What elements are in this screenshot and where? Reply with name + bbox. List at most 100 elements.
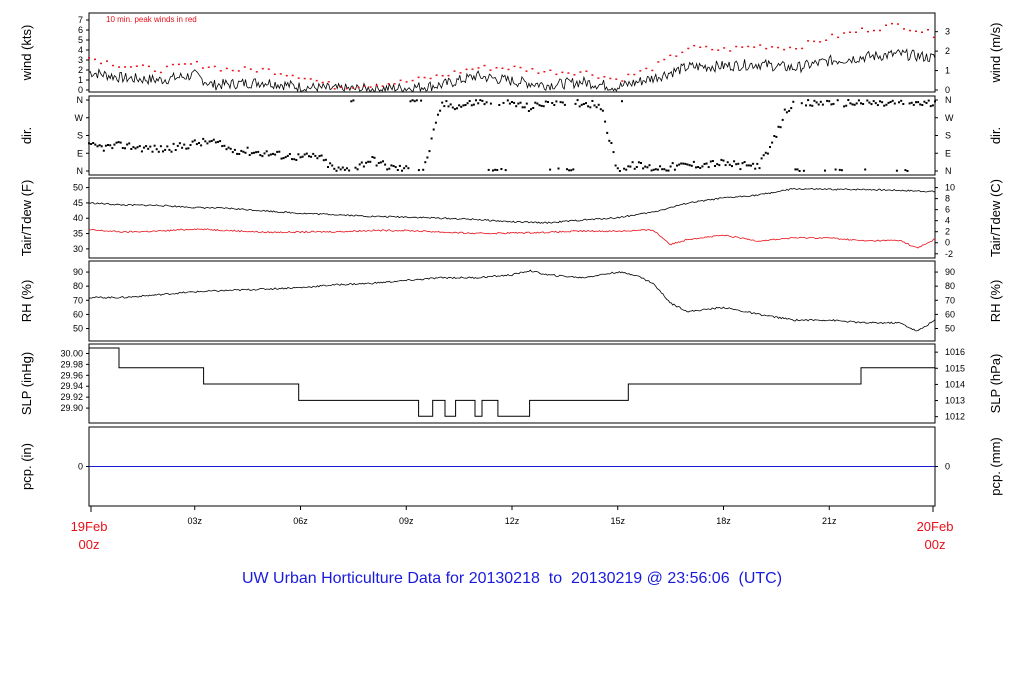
series-dir-0-dot [350,100,353,103]
series-dir-0-dot [743,161,746,163]
left-tick-label-pcp: 0 [78,462,83,472]
series-dir-0-dot [94,143,97,146]
series-dir-0-dot [682,162,685,165]
series-dir-0-dot [898,101,900,104]
series-wind-1-dot [459,72,462,74]
series-wind-1-dot [399,79,402,82]
series-dir-0-dot [927,99,930,102]
right-tick-label-temp: 8 [945,194,950,204]
series-dir-0-dot [253,151,255,154]
series-dir-0-dot [426,156,429,159]
series-wind-1-dot [795,48,798,50]
series-dir-0-dot [318,155,321,158]
left-axis-label-temp: Tair/Tdew (F) [19,180,34,257]
left-tick-label-wind: 4 [78,45,83,55]
series-dir-0-dot [752,162,755,165]
series-dir-0-dot [314,154,317,157]
series-dir-0-dot [580,103,583,106]
series-dir-0-dot [212,138,215,141]
series-dir-0-dot [286,154,289,157]
left-tick-label-rh: 60 [73,309,83,319]
series-dir-0-dot [221,145,224,148]
series-dir-0-dot [925,102,928,104]
series-dir-0-dot [447,105,450,108]
series-dir-0-dot [695,166,697,169]
series-dir-0-dot [673,168,676,171]
series-dir-0-dot [923,100,926,103]
series-wind-1-dot [411,79,414,82]
series-wind-1-dot [309,78,312,80]
series-wind-1-dot [543,71,546,73]
right-tick-label-rh: 70 [945,295,955,305]
series-slp-0-step [89,347,935,417]
series-dir-0-dot [515,105,518,108]
series-dir-0-dot [766,152,769,155]
left-tick-label-slp: 30.00 [60,348,83,358]
series-dir-0-dot [428,150,431,153]
series-dir-0-dot [437,113,439,116]
series-wind-1-dot [243,66,246,68]
series-wind-1-dot [747,45,750,48]
series-dir-0-dot [830,103,833,106]
series-dir-0-dot [597,103,600,106]
series-dir-0-dot [824,169,826,172]
series-dir-0-dot [610,142,613,144]
x-tick-label: 06z [293,516,308,526]
right-tick-label-dir: S [945,131,951,141]
series-wind-1-dot [315,79,318,82]
series-wind-1-dot [603,76,606,78]
series-wind-1-dot [741,46,744,48]
series-dir-0-dot [701,165,704,168]
series-dir-0-dot [656,168,659,171]
right-axis-label-dir: dir. [988,127,1003,144]
series-dir-0-dot [508,102,511,105]
series-dir-0-dot [398,164,401,167]
series-wind-1-dot [441,75,444,77]
series-wind-1-dot [651,69,654,72]
left-tick-label-dir: W [75,113,84,123]
series-dir-0-dot [407,167,410,170]
series-wind-1-dot [207,66,210,68]
series-wind-1-dot [345,87,348,90]
series-dir-0-dot [864,168,867,171]
series-dir-0-dot [788,109,791,112]
series-dir-0-dot [96,145,99,148]
series-wind-1-dot [789,46,792,49]
series-dir-0-dot [115,141,118,144]
series-dir-0-dot [305,152,308,155]
series-dir-0-dot [690,164,693,167]
series-dir-0-dot [870,103,873,106]
series-wind-1-dot [735,45,738,48]
series-dir-0-dot [769,146,771,148]
right-tick-label-temp: 2 [945,227,950,237]
series-dir-0-dot [263,152,266,155]
series-dir-0-dot [635,166,638,168]
series-dir-0-dot [174,149,177,151]
series-dir-0-dot [90,143,93,145]
right-axis-label-rh: RH (%) [988,280,1003,323]
series-dir-0-dot [189,144,192,146]
series-wind-1-dot [495,67,498,69]
series-dir-0-dot [606,131,609,134]
left-tick-label-wind: 7 [78,15,83,25]
series-dir-0-dot [642,167,645,170]
series-dir-0-dot [403,167,406,170]
series-dir-0-dot [836,99,839,102]
series-dir-0-dot [159,145,162,148]
series-wind-1-dot [153,70,156,72]
series-dir-0-dot [280,157,283,160]
series-dir-0-dot [284,156,287,159]
left-axis-label-rh: RH (%) [19,280,34,323]
series-dir-0-dot [513,101,516,104]
series-dir-0-dot [257,150,260,153]
series-wind-1-dot [531,68,534,70]
series-wind-1-dot [885,24,887,26]
series-dir-0-dot [477,102,480,105]
series-dir-0-dot [126,143,129,146]
left-tick-label-temp: 45 [73,198,83,208]
series-wind-1-dot [393,83,396,85]
series-dir-0-dot [570,169,573,172]
series-wind-1-dot [201,67,204,69]
series-dir-0-dot [324,158,327,161]
series-dir-0-dot [883,104,886,107]
